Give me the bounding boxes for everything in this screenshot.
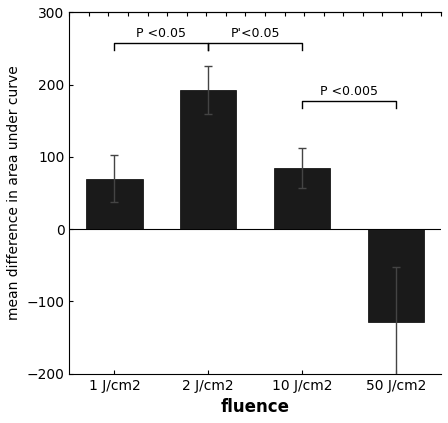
Y-axis label: mean difference in area under curve: mean difference in area under curve [7, 66, 21, 320]
Bar [86, 179, 142, 229]
Text: P <0.05: P <0.05 [136, 27, 186, 40]
Bar [368, 229, 424, 321]
Text: P'<0.05: P'<0.05 [230, 27, 280, 40]
Bar [180, 90, 237, 229]
Text: P <0.005: P <0.005 [320, 85, 378, 98]
X-axis label: fluence: fluence [221, 398, 290, 416]
Bar [274, 168, 330, 229]
